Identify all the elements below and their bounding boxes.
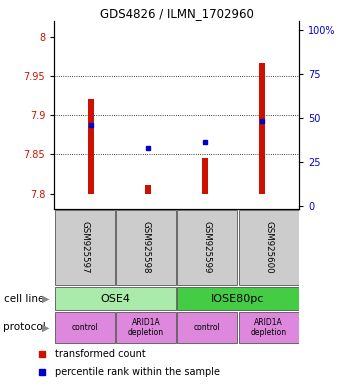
Text: control: control — [71, 323, 98, 332]
Bar — [177, 287, 299, 310]
Text: ARID1A
depletion: ARID1A depletion — [251, 318, 287, 337]
Bar — [177, 312, 237, 343]
Text: OSE4: OSE4 — [100, 293, 131, 304]
Text: control: control — [194, 323, 221, 332]
Bar — [116, 210, 176, 285]
Bar — [55, 210, 115, 285]
Text: GSM925597: GSM925597 — [80, 222, 89, 274]
Bar — [259, 63, 265, 194]
Bar — [177, 210, 237, 285]
Bar — [145, 185, 151, 194]
Bar — [239, 312, 299, 343]
Bar — [89, 99, 94, 194]
Bar — [116, 312, 176, 343]
Title: GDS4826 / ILMN_1702960: GDS4826 / ILMN_1702960 — [100, 7, 254, 20]
Text: cell line: cell line — [4, 293, 44, 304]
Text: transformed count: transformed count — [55, 349, 146, 359]
Text: percentile rank within the sample: percentile rank within the sample — [55, 366, 220, 377]
Text: GSM925600: GSM925600 — [264, 221, 273, 274]
Text: ▶: ▶ — [42, 293, 49, 304]
Text: GSM925598: GSM925598 — [142, 222, 150, 274]
Text: ▶: ▶ — [42, 322, 49, 333]
Text: ARID1A
depletion: ARID1A depletion — [128, 318, 164, 337]
Text: GSM925599: GSM925599 — [203, 222, 212, 274]
Bar — [55, 287, 176, 310]
Bar — [202, 158, 208, 194]
Bar — [55, 312, 115, 343]
Text: IOSE80pc: IOSE80pc — [211, 293, 265, 304]
Bar — [239, 210, 299, 285]
Text: protocol: protocol — [4, 322, 46, 333]
